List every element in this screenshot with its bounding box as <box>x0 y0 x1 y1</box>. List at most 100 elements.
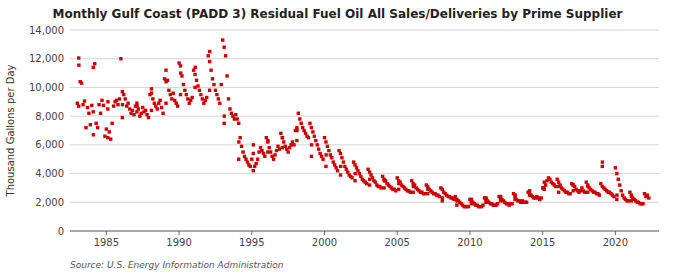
point <box>211 77 214 80</box>
x-axis-line <box>70 231 659 232</box>
point <box>397 182 400 185</box>
point <box>368 178 371 181</box>
point <box>164 80 167 83</box>
point <box>281 136 284 139</box>
point <box>278 147 281 150</box>
point <box>121 103 124 106</box>
point <box>214 89 217 92</box>
point <box>601 160 604 163</box>
point <box>272 158 275 161</box>
point <box>618 183 621 186</box>
point <box>140 112 143 115</box>
point <box>484 201 487 204</box>
point <box>647 196 650 199</box>
point <box>470 198 473 201</box>
point <box>94 122 97 125</box>
point <box>412 185 415 188</box>
point <box>528 189 531 192</box>
point <box>124 97 127 100</box>
point <box>268 146 271 149</box>
point <box>106 136 109 139</box>
point <box>323 136 326 139</box>
point <box>250 158 253 161</box>
point <box>630 199 633 202</box>
point <box>314 139 317 142</box>
x-tick <box>542 231 543 235</box>
point <box>540 196 543 199</box>
point <box>193 73 196 76</box>
point <box>109 137 112 140</box>
point <box>614 166 617 169</box>
point <box>97 103 100 106</box>
point <box>481 203 484 206</box>
point <box>100 99 103 102</box>
point <box>81 103 84 106</box>
point <box>208 60 211 63</box>
point <box>612 195 615 198</box>
point <box>77 63 80 66</box>
point <box>234 113 237 116</box>
point <box>586 185 589 188</box>
point <box>275 149 278 152</box>
point <box>571 183 574 186</box>
point <box>382 186 385 189</box>
point <box>252 169 255 172</box>
point <box>201 97 204 100</box>
y-tick-label: 2,000 <box>35 197 64 208</box>
point <box>190 96 193 99</box>
point <box>252 143 255 146</box>
point <box>126 102 129 105</box>
point <box>513 198 516 201</box>
point <box>77 104 80 107</box>
x-tick-label: 1990 <box>166 237 191 248</box>
point <box>330 156 333 159</box>
point <box>310 155 313 158</box>
point <box>254 162 257 165</box>
point <box>105 127 108 130</box>
point <box>368 183 371 186</box>
point <box>156 107 159 110</box>
point <box>176 104 179 107</box>
point <box>340 156 343 159</box>
point <box>543 180 546 183</box>
point <box>193 86 196 89</box>
point <box>353 179 356 182</box>
point <box>96 126 99 129</box>
point <box>295 129 298 132</box>
point <box>601 165 604 168</box>
point <box>412 191 415 194</box>
point <box>542 186 545 189</box>
point <box>499 195 502 198</box>
point <box>238 136 241 139</box>
point <box>409 191 412 194</box>
point <box>220 83 223 86</box>
point <box>282 140 285 143</box>
y-tick-label: 14,000 <box>29 25 64 36</box>
y-tick-label: 10,000 <box>29 82 64 93</box>
point <box>298 117 301 120</box>
point <box>209 69 212 72</box>
y-tick-label: 6,000 <box>35 139 64 150</box>
point <box>237 140 240 143</box>
point <box>455 199 458 202</box>
point <box>147 116 150 119</box>
point <box>183 89 186 92</box>
points <box>76 38 651 208</box>
x-tick-label: 2005 <box>384 237 409 248</box>
point <box>224 54 227 57</box>
y-tick-label: 12,000 <box>29 53 64 64</box>
grid-line <box>70 202 659 203</box>
point <box>215 93 218 96</box>
point <box>441 196 444 199</box>
grid-line <box>70 231 659 232</box>
point <box>499 199 502 202</box>
point <box>158 99 161 102</box>
point <box>208 89 211 92</box>
y-tick-label: 4,000 <box>35 168 64 179</box>
x-axis: 19851990199520002005201020152020 <box>70 231 659 248</box>
point <box>206 54 209 57</box>
point <box>615 172 618 175</box>
point <box>252 152 255 155</box>
point <box>324 165 327 168</box>
point <box>131 109 134 112</box>
